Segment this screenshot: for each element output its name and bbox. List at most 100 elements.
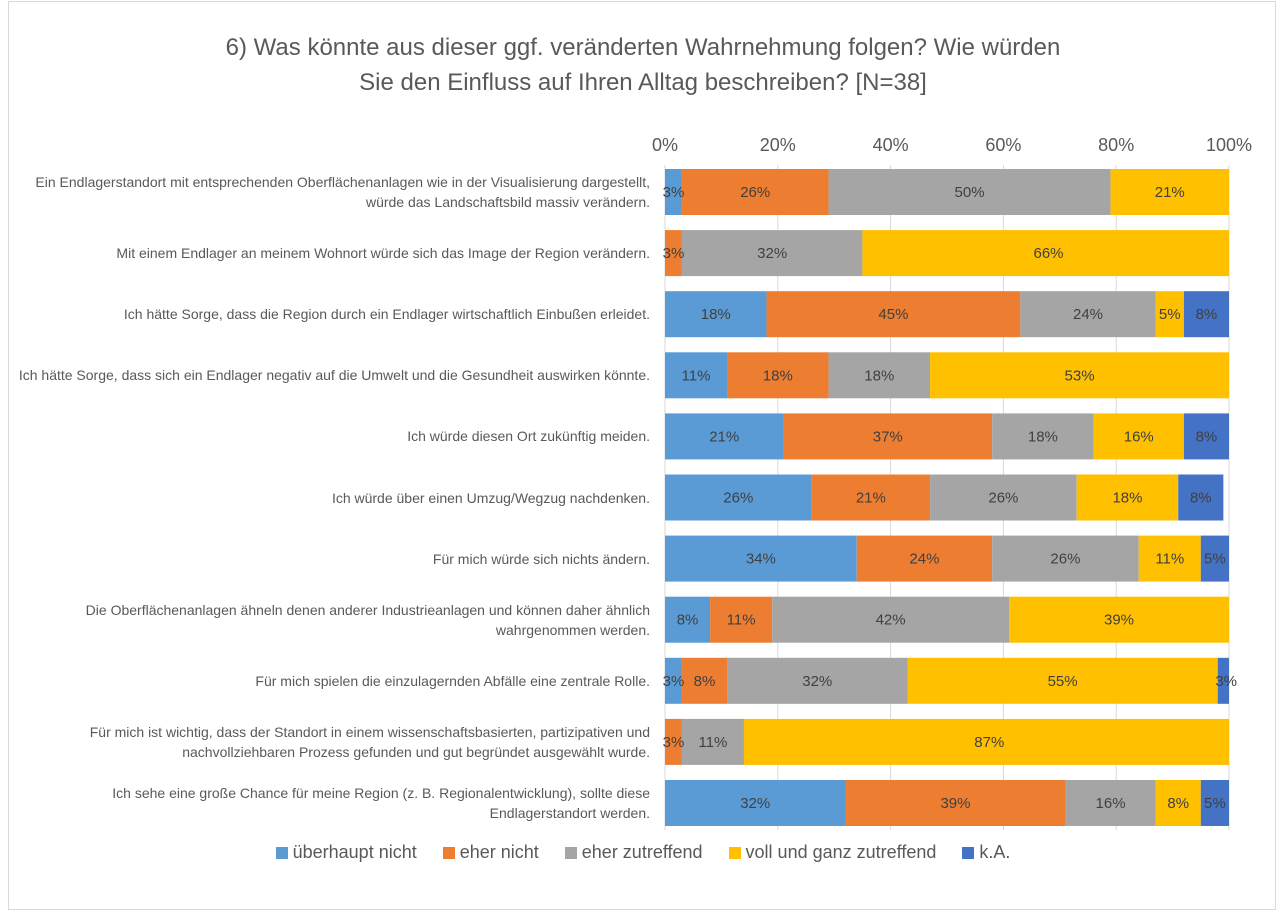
bar-segment — [1020, 291, 1156, 338]
legend-swatch — [728, 846, 741, 859]
data-label: 26% — [988, 489, 1018, 506]
data-label: 16% — [1124, 428, 1154, 445]
chart-title: 6) Was könnte aus dieser ggf. veränderte… — [225, 34, 1061, 96]
legend-label: überhaupt nicht — [292, 842, 417, 862]
bar-segment — [665, 169, 682, 215]
bar-segment — [930, 474, 1077, 521]
legend-swatch — [442, 846, 455, 859]
data-label: 42% — [876, 612, 906, 629]
data-label: 18% — [1028, 428, 1058, 445]
legend-label: k.A. — [979, 842, 1011, 862]
bar-segment — [845, 780, 1066, 826]
bar-segment — [665, 657, 682, 704]
data-label: 32% — [740, 795, 770, 812]
data-label: 55% — [1048, 673, 1078, 690]
data-label: 3% — [663, 184, 685, 201]
data-label: 8% — [1196, 428, 1218, 445]
bar-segment — [710, 596, 773, 643]
data-label: 39% — [940, 795, 970, 812]
data-label: 18% — [701, 306, 731, 323]
data-label: 26% — [740, 184, 770, 201]
data-label: 11% — [1155, 551, 1184, 568]
x-tick-label: 20% — [760, 135, 796, 155]
data-label: 3% — [1215, 673, 1237, 690]
bar-segment — [665, 535, 857, 582]
bar-segment — [811, 474, 931, 521]
data-label: 8% — [1196, 306, 1218, 323]
data-label: 34% — [746, 551, 776, 568]
x-tick-label: 60% — [985, 135, 1021, 155]
data-label: 53% — [1065, 367, 1095, 384]
bar-segment — [1093, 413, 1184, 460]
x-tick-label: 100% — [1206, 135, 1252, 155]
data-label: 8% — [1190, 489, 1212, 506]
bar-segment — [665, 413, 784, 460]
data-label: 3% — [663, 734, 685, 751]
data-label: 3% — [663, 245, 685, 262]
bar-segment — [681, 230, 863, 277]
legend-label: eher zutreffend — [581, 842, 703, 862]
legend-label: voll und ganz zutreffend — [745, 842, 937, 862]
bar-segment — [930, 352, 1229, 399]
bar-segment — [1183, 291, 1229, 338]
bar-segment — [828, 352, 931, 399]
data-label: 5% — [1204, 551, 1226, 568]
legend-label: eher nicht — [459, 842, 539, 862]
data-label: 66% — [1034, 245, 1064, 262]
bar-segment — [743, 718, 1229, 765]
bar-segment — [1200, 535, 1229, 582]
bar-segment — [766, 291, 1021, 338]
data-label: 21% — [856, 489, 886, 506]
data-label: 21% — [709, 428, 739, 445]
legend-swatch — [962, 846, 975, 859]
bar-segment — [772, 596, 1010, 643]
bar-segment — [1076, 474, 1179, 521]
bar-segment — [856, 535, 993, 582]
bar-segment — [992, 413, 1094, 460]
category-label: Für mich ist wichtig, dass der Standort … — [89, 723, 650, 760]
legend-swatch — [564, 846, 577, 859]
data-label: 18% — [1112, 489, 1142, 506]
data-label: 8% — [694, 673, 716, 690]
bars — [665, 169, 1229, 826]
bar-segment — [665, 291, 767, 338]
data-label: 11% — [682, 367, 711, 384]
bar-segment — [1155, 291, 1184, 338]
bar-segment — [665, 718, 682, 765]
legend-item: eher zutreffend — [564, 842, 703, 863]
category-label: Die Oberflächenanlagen ähneln denen ande… — [85, 601, 650, 638]
data-label: 45% — [878, 306, 908, 323]
legend-item: überhaupt nicht — [275, 842, 417, 863]
data-label: 5% — [1204, 795, 1226, 812]
legend-item: k.A. — [962, 842, 1010, 863]
data-label: 87% — [974, 734, 1004, 751]
bar-segment — [1178, 474, 1224, 521]
data-label: 8% — [677, 612, 699, 629]
data-label: 8% — [1167, 795, 1189, 812]
bar-segment — [1155, 780, 1201, 826]
legend: überhaupt nicht eher nicht eher zutreffend… — [0, 842, 1286, 863]
category-label: Ich sehe eine große Chance für meine Reg… — [112, 785, 650, 821]
category-label: Ich hätte Sorge, dass sich ein Endlager … — [18, 367, 650, 384]
x-tick-label: 0% — [652, 135, 678, 155]
data-label: 26% — [723, 489, 753, 506]
bar-segment — [862, 230, 1229, 277]
bar-segment — [1200, 780, 1229, 826]
data-label: 32% — [802, 673, 832, 690]
category-label: Für mich würde sich nichts ändern. — [432, 550, 650, 567]
data-label: 37% — [873, 428, 903, 445]
bar-segment — [907, 657, 1218, 704]
category-label: Für mich spielen die einzulagernden Abfä… — [255, 672, 650, 689]
bar-segment — [1009, 596, 1229, 643]
bar-segment — [783, 413, 993, 460]
bar-segment — [681, 718, 744, 765]
category-label: Ein Endlagerstandort mit entsprechenden … — [35, 174, 650, 210]
chart-frame — [8, 1, 1276, 910]
bar-segment — [665, 596, 711, 643]
bar-segment — [1065, 780, 1156, 826]
data-label: 21% — [1155, 184, 1185, 201]
bar-segment — [727, 352, 829, 399]
category-label: Ich würde über einen Umzug/Wegzug nachde… — [331, 489, 650, 506]
